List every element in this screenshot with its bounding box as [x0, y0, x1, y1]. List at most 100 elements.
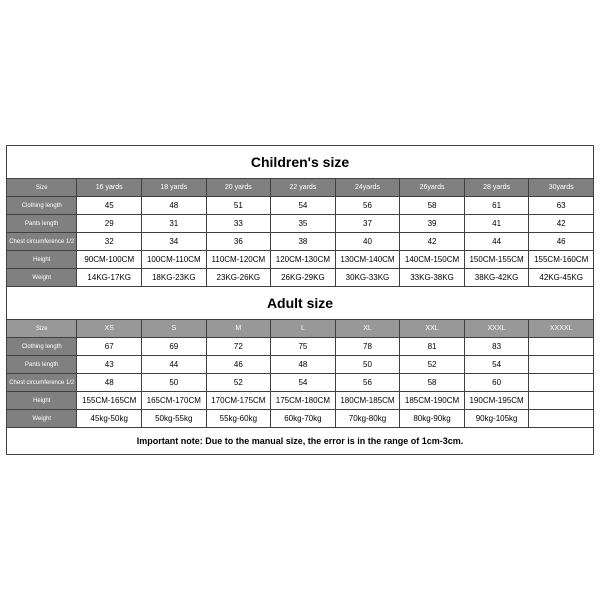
adult-cell: 80kg-90kg	[400, 410, 465, 428]
adult-row-label: Clothing length	[7, 338, 77, 356]
children-header-1: 16 yards	[77, 179, 142, 197]
children-header-3: 20 yards	[206, 179, 271, 197]
adult-cell: 56	[335, 374, 400, 392]
children-cell: 30KG-33KG	[335, 269, 400, 287]
children-cell: 34	[142, 233, 207, 251]
children-row-label: Weight	[7, 269, 77, 287]
children-cell: 42	[400, 233, 465, 251]
adult-header-6: XXL	[400, 320, 465, 338]
adult-cell: 78	[335, 338, 400, 356]
children-cell: 42KG-45KG	[529, 269, 594, 287]
adult-row: Chest circumference 1/248505254565860	[7, 374, 594, 392]
adult-cell: 50	[335, 356, 400, 374]
adult-row: Height155CM-165CM165CM-170CM170CM-175CM1…	[7, 392, 594, 410]
children-row-label: Chest circumference 1/2	[7, 233, 77, 251]
children-row: Chest circumference 1/23234363840424446	[7, 233, 594, 251]
children-cell: 56	[335, 197, 400, 215]
children-cell: 140CM-150CM	[400, 251, 465, 269]
adult-row: Pants length43444648505254	[7, 356, 594, 374]
adult-header-7: XXXL	[464, 320, 529, 338]
adult-cell: 170CM-175CM	[206, 392, 271, 410]
adult-cell: 190CM-195CM	[464, 392, 529, 410]
children-cell: 18KG-23KG	[142, 269, 207, 287]
adult-cell: 83	[464, 338, 529, 356]
children-cell: 90CM-100CM	[77, 251, 142, 269]
children-cell: 37	[335, 215, 400, 233]
adult-cell: 52	[206, 374, 271, 392]
children-title: Children's size	[7, 146, 594, 179]
children-header-row: Size16 yards18 yards20 yards22 yards24ya…	[7, 179, 594, 197]
children-cell: 51	[206, 197, 271, 215]
adult-cell	[529, 338, 594, 356]
children-cell: 150CM-155CM	[464, 251, 529, 269]
note-row: Important note: Due to the manual size, …	[7, 428, 594, 455]
adult-row-label: Weight	[7, 410, 77, 428]
children-cell: 33	[206, 215, 271, 233]
children-cell: 54	[271, 197, 336, 215]
children-cell: 120CM-130CM	[271, 251, 336, 269]
adult-title: Adult size	[7, 287, 594, 320]
children-row-label: Height	[7, 251, 77, 269]
adult-cell: 70kg-80kg	[335, 410, 400, 428]
children-row-label: Clothing length	[7, 197, 77, 215]
adult-cell: 50	[142, 374, 207, 392]
children-header-0: Size	[7, 179, 77, 197]
children-cell: 130CM-140CM	[335, 251, 400, 269]
children-cell: 40	[335, 233, 400, 251]
adult-row: Weight45kg-50kg50kg-55kg55kg-60kg60kg-70…	[7, 410, 594, 428]
children-header-7: 28 yards	[464, 179, 529, 197]
children-row: Pants length2931333537394142	[7, 215, 594, 233]
adult-cell: 55kg-60kg	[206, 410, 271, 428]
adult-cell: 45kg-50kg	[77, 410, 142, 428]
size-table: Children's sizeSize16 yards18 yards20 ya…	[6, 145, 594, 455]
adult-cell: 46	[206, 356, 271, 374]
adult-cell: 60kg-70kg	[271, 410, 336, 428]
children-cell: 35	[271, 215, 336, 233]
adult-header-0: Size	[7, 320, 77, 338]
adult-header-1: XS	[77, 320, 142, 338]
children-header-5: 24yards	[335, 179, 400, 197]
children-cell: 58	[400, 197, 465, 215]
children-cell: 155CM-160CM	[529, 251, 594, 269]
children-header-8: 30yards	[529, 179, 594, 197]
adult-cell: 90kg-105kg	[464, 410, 529, 428]
children-cell: 38	[271, 233, 336, 251]
adult-cell: 69	[142, 338, 207, 356]
children-cell: 29	[77, 215, 142, 233]
adult-cell: 81	[400, 338, 465, 356]
children-cell: 41	[464, 215, 529, 233]
adult-header-4: L	[271, 320, 336, 338]
adult-cell: 185CM-190CM	[400, 392, 465, 410]
adult-cell: 43	[77, 356, 142, 374]
adult-cell: 48	[271, 356, 336, 374]
adult-title-row: Adult size	[7, 287, 594, 320]
adult-cell: 48	[77, 374, 142, 392]
children-cell: 45	[77, 197, 142, 215]
children-header-4: 22 yards	[271, 179, 336, 197]
adult-cell: 54	[271, 374, 336, 392]
adult-cell: 60	[464, 374, 529, 392]
children-cell: 32	[77, 233, 142, 251]
children-title-row: Children's size	[7, 146, 594, 179]
children-cell: 33KG-38KG	[400, 269, 465, 287]
adult-cell	[529, 410, 594, 428]
adult-header-5: XL	[335, 320, 400, 338]
adult-cell: 54	[464, 356, 529, 374]
adult-cell	[529, 392, 594, 410]
adult-cell: 165CM-170CM	[142, 392, 207, 410]
children-cell: 61	[464, 197, 529, 215]
adult-cell: 50kg-55kg	[142, 410, 207, 428]
adult-cell	[529, 374, 594, 392]
children-row-label: Pants length	[7, 215, 77, 233]
children-cell: 23KG-26KG	[206, 269, 271, 287]
children-header-2: 18 yards	[142, 179, 207, 197]
adult-cell: 180CM-185CM	[335, 392, 400, 410]
adult-row-label: Height	[7, 392, 77, 410]
size-chart-wrapper: Children's sizeSize16 yards18 yards20 ya…	[0, 145, 600, 455]
children-cell: 36	[206, 233, 271, 251]
adult-cell: 72	[206, 338, 271, 356]
adult-header-8: XXXXL	[529, 320, 594, 338]
children-cell: 110CM-120CM	[206, 251, 271, 269]
adult-cell: 44	[142, 356, 207, 374]
children-cell: 48	[142, 197, 207, 215]
